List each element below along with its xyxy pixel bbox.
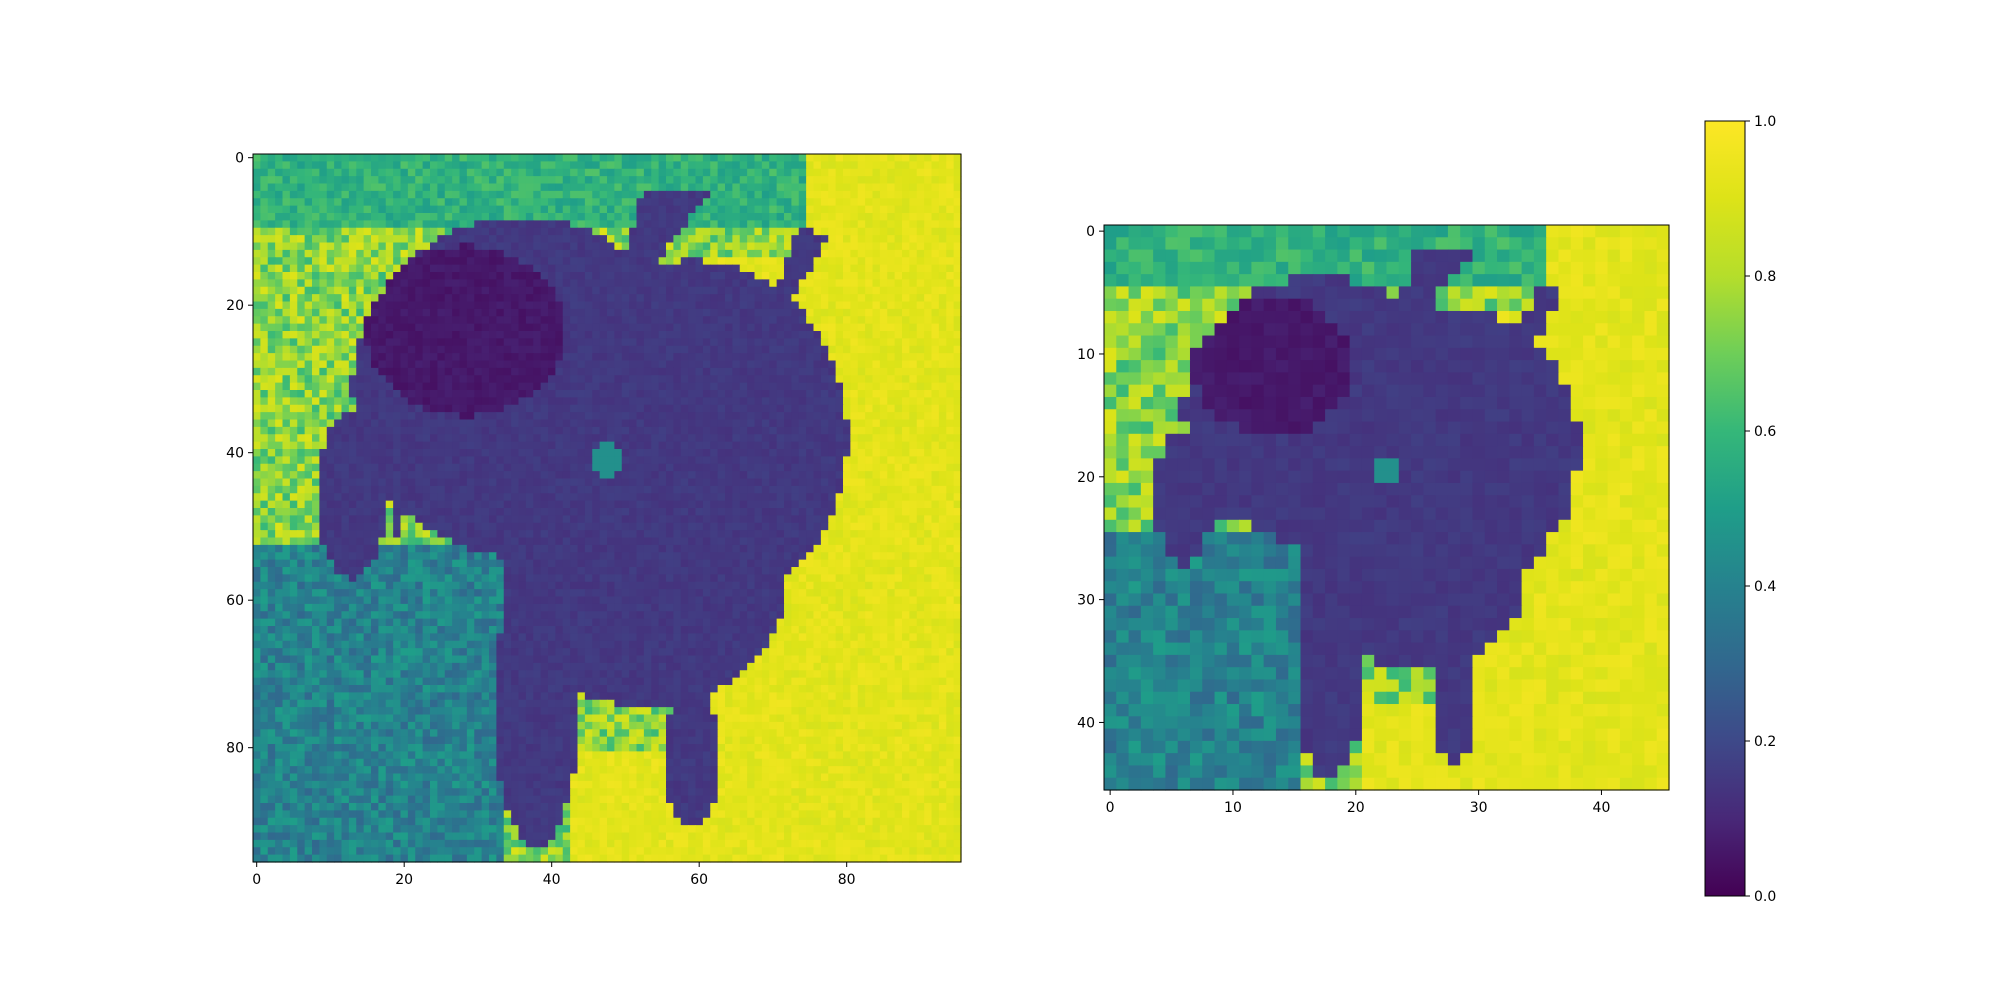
left-axes-frame [252, 153, 962, 863]
left-x-tick-label: 40 [543, 872, 561, 888]
left-image-panel: 0 20 40 60 80 0 20 40 60 80 [226, 151, 962, 888]
colorbar-tick-label: 0.4 [1754, 579, 1776, 595]
left-x-tick-label: 80 [838, 872, 856, 888]
right-axis-ticks: 0 10 20 30 40 0 10 20 30 40 [1077, 224, 1610, 816]
colorbar-gradient [1705, 121, 1745, 896]
left-y-tick-label: 80 [226, 741, 244, 757]
left-y-tick-label: 20 [226, 298, 244, 314]
left-x-tick-label: 20 [395, 872, 413, 888]
left-x-tick-label: 0 [252, 872, 261, 888]
right-y-tick-label: 40 [1077, 715, 1095, 731]
right-axes-frame [1103, 224, 1670, 791]
colorbar: 0.0 0.2 0.4 0.6 0.8 1.0 [1704, 114, 1776, 905]
colorbar-tick-label: 0.0 [1754, 889, 1776, 905]
right-x-tick-label: 0 [1106, 800, 1115, 816]
right-y-tick-label: 10 [1077, 347, 1095, 363]
right-image-panel: 0 10 20 30 40 0 10 20 30 40 [1077, 224, 1670, 816]
colorbar-frame [1704, 120, 1746, 897]
right-x-tick-label: 30 [1470, 800, 1488, 816]
colorbar-tick-label: 0.8 [1754, 269, 1776, 285]
left-heatmap-image [253, 154, 962, 863]
left-y-tick-label: 40 [226, 446, 244, 462]
colorbar-tick-label: 0.6 [1754, 424, 1776, 440]
right-y-tick-label: 0 [1086, 224, 1095, 240]
right-y-tick-label: 20 [1077, 470, 1095, 486]
right-x-tick-label: 40 [1593, 800, 1611, 816]
right-heatmap-image [1104, 225, 1670, 791]
colorbar-tick-label: 0.2 [1754, 734, 1776, 750]
colorbar-ticks: 0.0 0.2 0.4 0.6 0.8 1.0 [1745, 114, 1776, 905]
left-y-tick-label: 0 [235, 151, 244, 167]
colorbar-tick-label: 1.0 [1754, 114, 1776, 130]
right-x-tick-label: 10 [1224, 800, 1242, 816]
left-axis-ticks: 0 20 40 60 80 0 20 40 60 80 [226, 151, 855, 888]
left-y-tick-label: 60 [226, 593, 244, 609]
right-x-tick-label: 20 [1347, 800, 1365, 816]
right-y-tick-label: 30 [1077, 593, 1095, 609]
left-x-tick-label: 60 [690, 872, 708, 888]
